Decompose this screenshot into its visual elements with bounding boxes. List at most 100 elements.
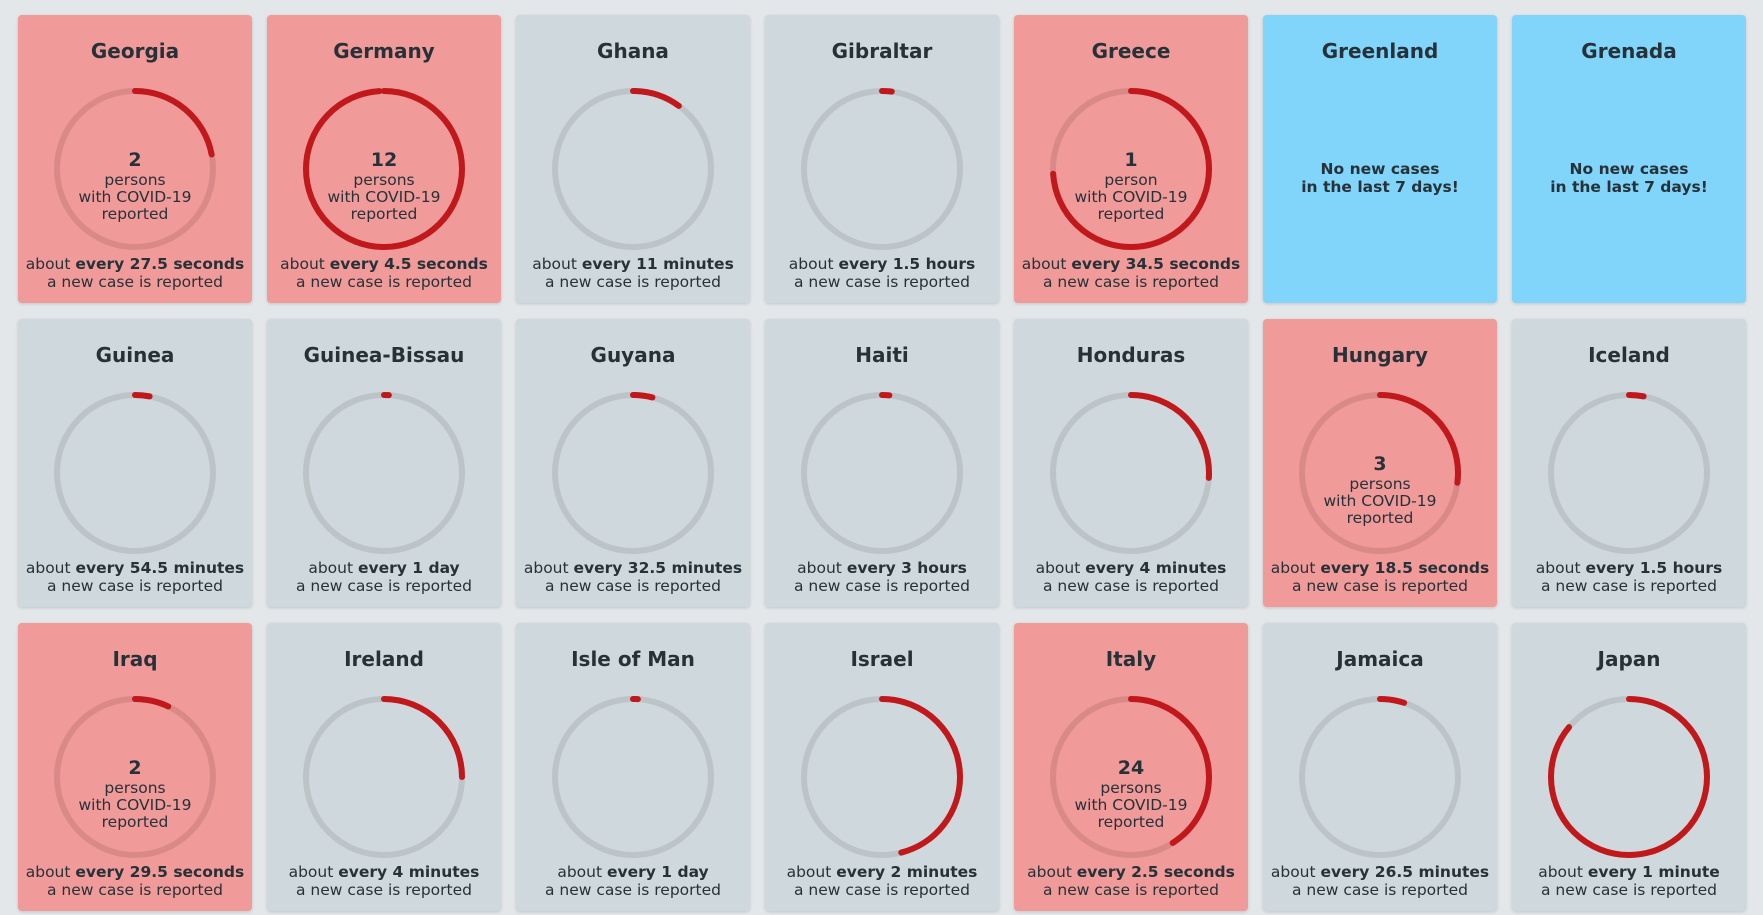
case-count: 3 bbox=[1373, 453, 1387, 475]
country-name: Gibraltar bbox=[831, 39, 933, 63]
count-caption: reported bbox=[101, 205, 169, 223]
progress-ring bbox=[1548, 696, 1710, 858]
progress-ring bbox=[54, 696, 216, 858]
country-card: Guyana about every 32.5 minutes a new case… bbox=[516, 319, 750, 607]
ring-arc bbox=[552, 88, 714, 250]
count-caption: reported bbox=[1097, 205, 1165, 223]
country-card: Ghana about every 11 minutes a new case is… bbox=[516, 15, 750, 303]
count-caption: reported bbox=[101, 813, 169, 831]
country-card: Haiti about every 3 hours a new case is re… bbox=[765, 319, 999, 607]
progress-ring bbox=[801, 88, 963, 250]
interval-line: about every 4 minutes bbox=[267, 863, 501, 881]
country-name: Guinea-Bissau bbox=[303, 343, 465, 367]
country-name: Guyana bbox=[590, 343, 676, 367]
country-card: Georgia 2 persons with COVID-19 reported abou… bbox=[18, 15, 252, 303]
count-caption: persons bbox=[1349, 475, 1411, 493]
country-card: Jamaica about every 26.5 minutes a new cas… bbox=[1263, 623, 1497, 911]
progress-ring bbox=[1050, 392, 1212, 554]
count-caption: with COVID-19 bbox=[327, 188, 441, 206]
ring-track bbox=[1548, 392, 1710, 554]
no-cases-message: No new cases bbox=[1320, 160, 1440, 178]
interval-line: about every 2.5 seconds bbox=[1014, 863, 1248, 881]
ring-arc bbox=[801, 392, 963, 554]
interval-prefix: about bbox=[532, 255, 577, 273]
ring-arc bbox=[552, 696, 714, 858]
interval-value: every 29.5 seconds bbox=[75, 863, 245, 881]
ring-track bbox=[54, 392, 216, 554]
interval-footer: a new case is reported bbox=[296, 881, 472, 899]
country-card: Honduras about every 4 minutes a new case … bbox=[1014, 319, 1248, 607]
ring-arc bbox=[303, 88, 465, 250]
interval-value: every 2.5 seconds bbox=[1076, 863, 1235, 881]
country-card: Iceland about every 1.5 hours a new case i… bbox=[1512, 319, 1746, 607]
case-count: 2 bbox=[128, 149, 142, 171]
interval-footer: a new case is reported bbox=[1043, 273, 1219, 291]
ring-arc bbox=[1050, 392, 1212, 554]
ring-arc bbox=[1548, 392, 1710, 554]
interval-prefix: about bbox=[557, 863, 603, 881]
count-caption: persons bbox=[353, 171, 415, 189]
interval-value: every 18.5 seconds bbox=[1320, 559, 1490, 577]
ring-arc bbox=[552, 392, 714, 554]
count-caption: persons bbox=[104, 779, 166, 797]
interval-line: about every 54.5 minutes bbox=[18, 559, 252, 577]
interval-line: about every 4.5 seconds bbox=[267, 255, 501, 273]
ring-arc bbox=[1050, 696, 1212, 858]
interval-footer: a new case is reported bbox=[1541, 881, 1717, 899]
progress-ring bbox=[303, 392, 465, 554]
interval-value: every 4.5 seconds bbox=[329, 255, 488, 273]
interval-prefix: about bbox=[25, 255, 71, 273]
country-card: Guinea about every 54.5 minutes a new case… bbox=[18, 319, 252, 607]
interval-prefix: about bbox=[786, 863, 832, 881]
country-name: Grenada bbox=[1581, 39, 1677, 63]
country-name: Japan bbox=[1597, 647, 1661, 671]
interval-footer: a new case is reported bbox=[1292, 577, 1468, 595]
country-card: Greenland No new cases in the last 7 days! bbox=[1263, 15, 1497, 303]
interval-line: about every 3 hours bbox=[765, 559, 999, 577]
country-card: Italy 24 persons with COVID-19 reported about… bbox=[1014, 623, 1248, 911]
country-card: Greece 1 person with COVID-19 reported about … bbox=[1014, 15, 1248, 303]
interval-footer: a new case is reported bbox=[47, 881, 223, 899]
interval-prefix: about bbox=[788, 255, 834, 273]
interval-prefix: about bbox=[523, 559, 569, 577]
interval-footer: a new case is reported bbox=[296, 577, 472, 595]
interval-prefix: about bbox=[797, 559, 842, 577]
progress-ring bbox=[552, 88, 714, 250]
interval-prefix: about bbox=[1270, 559, 1316, 577]
ring-arc bbox=[1050, 88, 1212, 250]
count-caption: with COVID-19 bbox=[1074, 796, 1188, 814]
interval-footer: a new case is reported bbox=[794, 577, 970, 595]
country-card: Israel about every 2 minutes a new case is… bbox=[765, 623, 999, 911]
progress-ring bbox=[1050, 696, 1212, 858]
country-card: Iraq 2 persons with COVID-19 reported about e… bbox=[18, 623, 252, 911]
interval-line: about every 18.5 seconds bbox=[1263, 559, 1497, 577]
interval-value: every 1.5 hours bbox=[838, 255, 976, 273]
progress-ring bbox=[552, 696, 714, 858]
ring-track bbox=[303, 392, 465, 554]
interval-prefix: about bbox=[25, 863, 71, 881]
ring-track bbox=[552, 696, 714, 858]
interval-footer: a new case is reported bbox=[545, 881, 721, 899]
country-name: Iceland bbox=[1588, 343, 1670, 367]
interval-footer: a new case is reported bbox=[1043, 881, 1219, 899]
interval-value: every 4 minutes bbox=[1085, 559, 1227, 577]
country-name: Italy bbox=[1105, 647, 1157, 671]
interval-line: about every 11 minutes bbox=[516, 255, 750, 273]
case-count: 12 bbox=[370, 149, 398, 171]
count-caption: person bbox=[1104, 171, 1158, 189]
interval-value: every 1 day bbox=[358, 559, 460, 577]
country-name: Georgia bbox=[90, 39, 180, 63]
interval-prefix: about bbox=[1270, 863, 1316, 881]
country-card: Gibraltar about every 1.5 hours a new case… bbox=[765, 15, 999, 303]
interval-line: about every 29.5 seconds bbox=[18, 863, 252, 881]
interval-line: about every 1 minute bbox=[1512, 863, 1746, 881]
country-name: Haiti bbox=[855, 343, 909, 367]
interval-prefix: about bbox=[1538, 863, 1583, 881]
interval-footer: a new case is reported bbox=[296, 273, 472, 291]
no-cases-message: in the last 7 days! bbox=[1301, 178, 1459, 196]
country-name: Iraq bbox=[112, 647, 158, 671]
case-count: 1 bbox=[1124, 149, 1138, 171]
interval-value: every 2 minutes bbox=[836, 863, 978, 881]
ring-arc bbox=[54, 392, 216, 554]
